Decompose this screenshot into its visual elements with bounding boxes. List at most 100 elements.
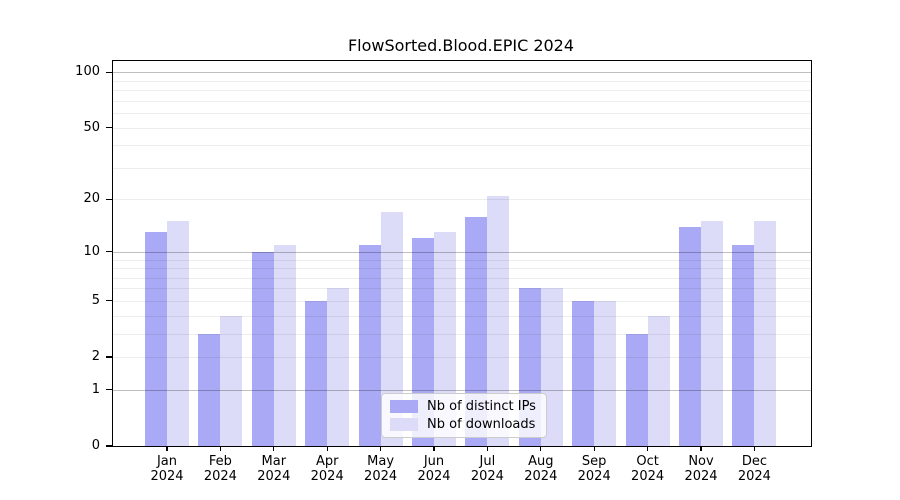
bar-distinct-ips-may xyxy=(358,244,381,446)
gridline-minor xyxy=(113,357,811,358)
gridline-minor xyxy=(113,113,811,114)
x-tick-year: 2024 xyxy=(524,469,558,484)
x-tick-month: Aug xyxy=(528,454,554,469)
x-tick-label: Nov 2024 xyxy=(669,454,733,484)
x-tick-month: Jul xyxy=(479,454,496,469)
x-tick-label: Sep 2024 xyxy=(562,454,626,484)
gridline-minor xyxy=(113,127,811,129)
bar-downloads-nov xyxy=(701,221,723,446)
legend-label-downloads: Nb of downloads xyxy=(427,417,536,432)
gridline-minor xyxy=(113,100,811,102)
gridline-minor xyxy=(113,259,811,261)
bar-downloads-mar xyxy=(273,244,296,446)
bar-downloads-oct xyxy=(647,315,670,446)
x-tick-year: 2024 xyxy=(150,469,184,484)
bar-downloads-jun xyxy=(434,232,456,446)
y-tick-label: 50 xyxy=(83,119,100,135)
x-tick-month: Sep xyxy=(581,454,607,469)
x-tick-mark xyxy=(219,446,221,451)
x-tick-year: 2024 xyxy=(310,469,344,484)
x-tick-mark xyxy=(166,446,168,451)
x-tick-mark xyxy=(486,446,488,451)
x-tick-mark xyxy=(433,446,435,451)
bar-downloads-jul xyxy=(487,195,510,446)
plot-area: Nb of distinct IPs Nb of downloads 0 1 2 5 1… xyxy=(75,60,812,484)
x-tick-year: 2024 xyxy=(203,469,237,484)
gridline-minor xyxy=(113,90,811,91)
gridline-minor xyxy=(113,288,811,290)
gridline-minor xyxy=(113,167,811,169)
x-tick-label: Feb 2024 xyxy=(188,454,252,484)
x-tick-month: Feb xyxy=(208,454,232,469)
y-tick-mark xyxy=(106,251,112,253)
x-tick-label: Dec 2024 xyxy=(722,454,786,484)
legend-swatch-downloads xyxy=(390,418,418,431)
x-tick-label: Oct 2024 xyxy=(616,454,680,484)
y-tick-label: 0 xyxy=(91,438,100,453)
x-tick-month: Oct xyxy=(636,454,659,469)
x-tick-label: Jul 2024 xyxy=(455,454,519,484)
x-tick-month: May xyxy=(367,454,395,469)
gridline-minor xyxy=(113,277,811,279)
bar-distinct-ips-mar xyxy=(251,251,274,446)
x-tick-year: 2024 xyxy=(364,469,398,484)
x-tick-year: 2024 xyxy=(577,469,611,484)
x-tick-month: Dec xyxy=(741,454,767,469)
x-tick-label: May 2024 xyxy=(349,454,413,484)
x-tick-label: Apr 2024 xyxy=(295,454,359,484)
x-tick-label: Aug 2024 xyxy=(509,454,573,484)
y-tick-mark xyxy=(106,71,112,73)
legend-label-distinct-ips: Nb of distinct IPs xyxy=(427,399,536,414)
legend-entry-distinct-ips: Nb of distinct IPs xyxy=(390,399,536,414)
x-tick-label: Jan 2024 xyxy=(135,454,199,484)
x-tick-month: Nov xyxy=(688,454,714,469)
x-tick-year: 2024 xyxy=(470,469,504,484)
x-tick-month: Apr xyxy=(315,454,339,469)
gridline-major xyxy=(113,389,811,391)
chart-title: FlowSorted.Blood.EPIC 2024 xyxy=(347,36,575,55)
y-tick-mark xyxy=(106,198,112,200)
gridline-minor xyxy=(113,300,811,302)
bar-downloads-apr xyxy=(327,288,350,446)
y-tick-label: 2 xyxy=(91,349,100,364)
x-tick-year: 2024 xyxy=(631,469,665,484)
bar-downloads-feb xyxy=(220,315,243,446)
gridline-minor xyxy=(113,333,811,335)
legend: Nb of distinct IPs Nb of downloads xyxy=(381,393,547,438)
y-tick-label: 1 xyxy=(91,381,100,397)
bar-distinct-ips-feb xyxy=(198,333,221,446)
y-tick-label: 20 xyxy=(83,191,100,207)
gridline-minor xyxy=(113,80,811,82)
y-tick-label: 5 xyxy=(91,292,100,308)
bar-downloads-dec xyxy=(754,221,777,446)
bar-downloads-jan xyxy=(167,221,189,446)
gridline-major xyxy=(113,72,811,74)
gridline-minor xyxy=(113,199,811,201)
x-tick-year: 2024 xyxy=(257,469,291,484)
gridline-minor xyxy=(113,145,811,147)
bar-distinct-ips-oct xyxy=(625,333,648,446)
gridline-minor xyxy=(113,268,811,269)
legend-swatch-distinct-ips xyxy=(390,400,418,413)
bar-distinct-ips-dec xyxy=(732,244,755,446)
x-tick-label: Mar 2024 xyxy=(242,454,306,484)
x-tick-mark xyxy=(700,446,702,451)
legend-entry-downloads: Nb of downloads xyxy=(390,417,536,432)
x-tick-mark xyxy=(647,446,649,451)
bar-downloads-may xyxy=(380,211,403,446)
y-tick-mark xyxy=(106,389,112,391)
x-tick-month: Mar xyxy=(261,454,287,469)
y-tick-label: 100 xyxy=(75,64,100,80)
x-tick-month: Jan xyxy=(156,454,178,469)
x-tick-year: 2024 xyxy=(737,469,771,484)
x-tick-mark xyxy=(380,446,382,451)
bar-distinct-ips-jan xyxy=(145,232,167,446)
x-tick-mark xyxy=(753,446,755,451)
x-tick-mark xyxy=(273,446,275,451)
y-tick-mark xyxy=(106,126,112,129)
x-tick-year: 2024 xyxy=(684,469,718,484)
x-tick-mark xyxy=(540,446,542,451)
y-tick-label: 10 xyxy=(83,243,100,259)
y-tick-mark xyxy=(106,300,112,302)
